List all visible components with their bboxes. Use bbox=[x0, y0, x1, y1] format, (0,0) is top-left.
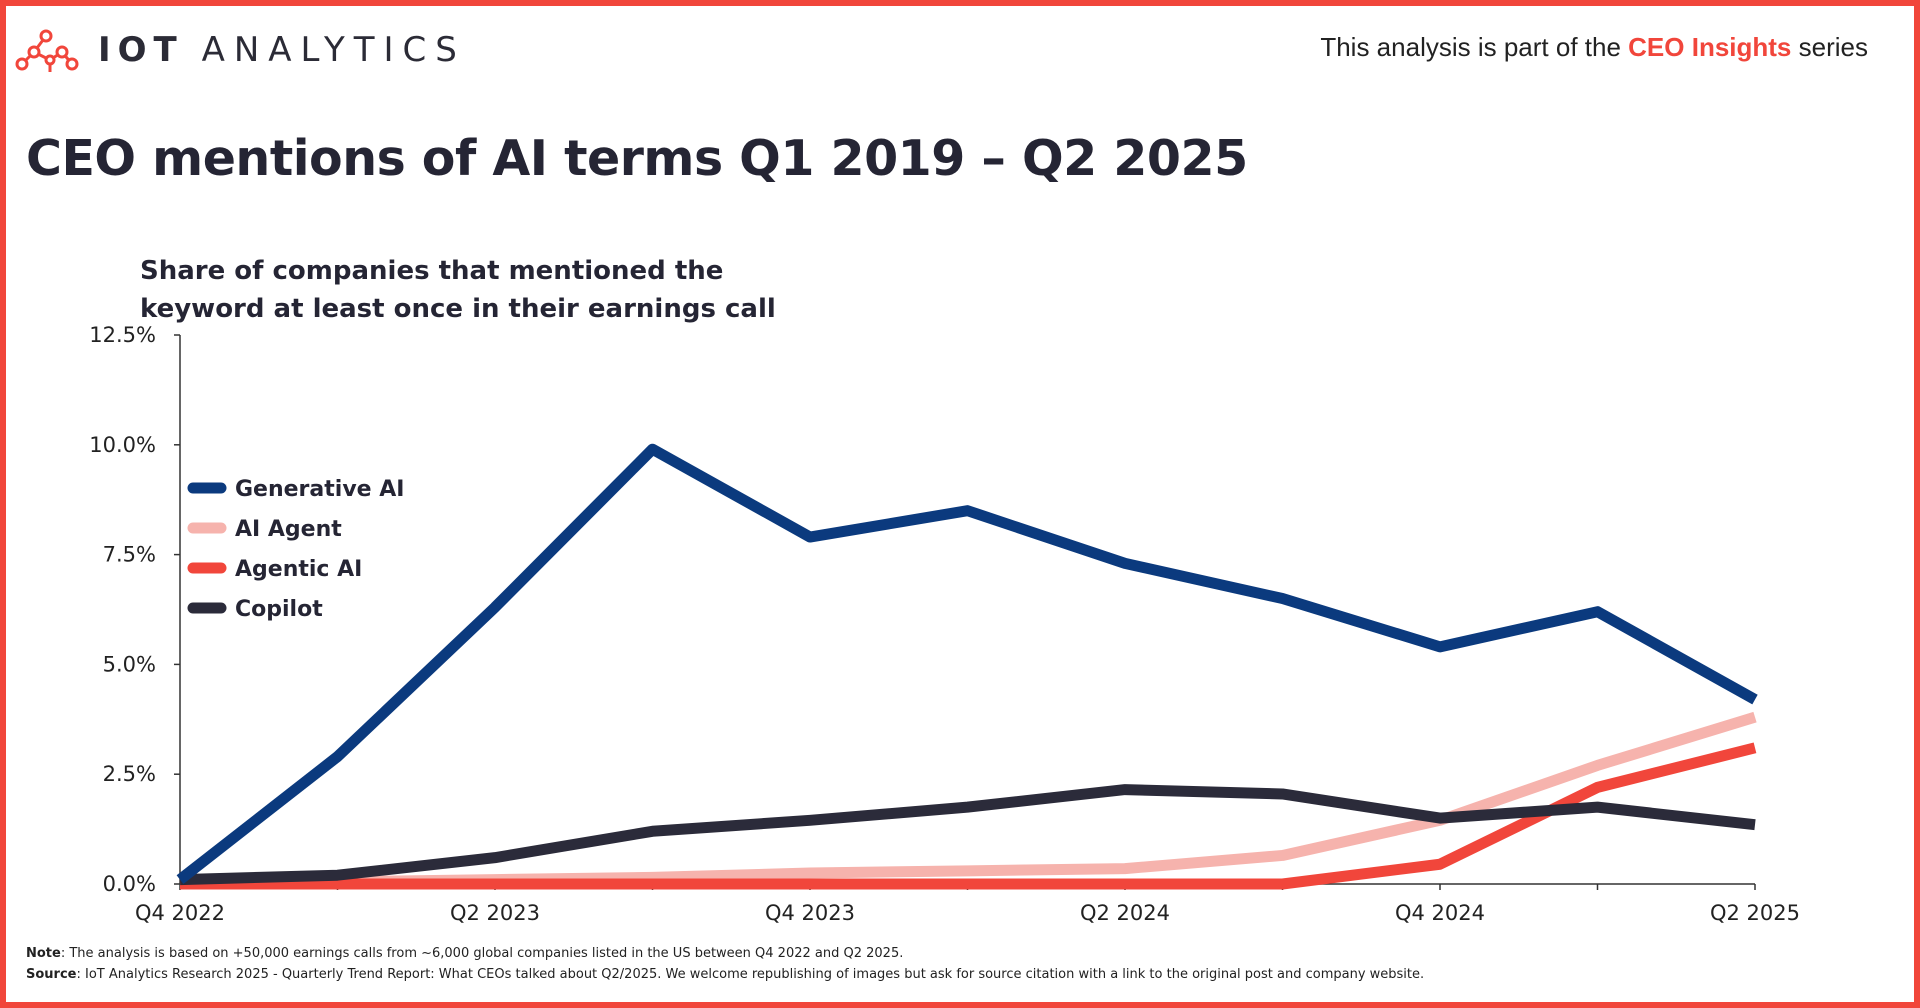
x-tick-label: Q2 2023 bbox=[450, 901, 540, 925]
legend-label: Copilot bbox=[235, 597, 323, 622]
source-text: : IoT Analytics Research 2025 - Quarterl… bbox=[76, 967, 1425, 982]
series-link[interactable]: CEO Insights bbox=[1628, 32, 1792, 62]
x-tick-label: Q2 2024 bbox=[1080, 901, 1170, 925]
legend-label: AI Agent bbox=[235, 517, 342, 542]
series-line-copilot bbox=[179, 784, 1756, 886]
series-line-ai-agent bbox=[179, 711, 1757, 890]
series-line-agentic-ai bbox=[180, 742, 1757, 890]
source-label: Source bbox=[26, 967, 77, 982]
footnote-note: Note: The analysis is based on +50,000 e… bbox=[26, 946, 903, 961]
note-label: Note bbox=[26, 946, 61, 961]
series-prefix: This analysis is part of the bbox=[1320, 32, 1621, 62]
series-note: This analysis is part of the CEO Insight… bbox=[1320, 32, 1868, 63]
subtitle-line-2: keyword at least once in their earnings … bbox=[140, 294, 776, 324]
legend-label: Generative AI bbox=[235, 477, 404, 502]
subtitle-line-1: Share of companies that mentioned the bbox=[140, 256, 724, 286]
chart-legend: Generative AI AI Agent Agentic AI Copilot bbox=[187, 477, 404, 622]
logo-wordmark: IOT ANALYTICS bbox=[98, 30, 466, 70]
chart-subtitle: Share of companies that mentioned the ke… bbox=[140, 252, 840, 328]
y-tick-label: 7.5% bbox=[103, 543, 156, 567]
chart-series bbox=[176, 443, 1758, 890]
note-text: : The analysis is based on +50,000 earni… bbox=[60, 946, 904, 961]
footnote-source: Source: IoT Analytics Research 2025 - Qu… bbox=[26, 967, 1424, 982]
network-logo-icon bbox=[15, 29, 79, 72]
x-tick-label: Q4 2022 bbox=[135, 901, 225, 925]
line-chart: 0.0% 2.5% 5.0% 7.5% 10.0% 12.5% Q4 2022 Q2 2023… bbox=[89, 323, 1800, 925]
y-tick-label: 5.0% bbox=[103, 652, 156, 676]
y-tick-label: 0.0% bbox=[103, 872, 156, 896]
logo-iot: IOT bbox=[98, 30, 184, 70]
legend-label: Agentic AI bbox=[235, 557, 362, 582]
page-title: CEO mentions of AI terms Q1 2019 – Q2 20… bbox=[26, 130, 1248, 187]
y-tick-label: 10.0% bbox=[89, 433, 156, 457]
logo-analytics: ANALYTICS bbox=[201, 30, 466, 70]
x-tick-label: Q2 2025 bbox=[1710, 901, 1800, 925]
brand-logo: IOT ANALYTICS bbox=[10, 22, 466, 78]
y-tick-label: 2.5% bbox=[103, 762, 156, 786]
y-tick-label: 12.5% bbox=[89, 323, 156, 347]
series-line-generative-ai bbox=[176, 443, 1758, 884]
x-tick-label: Q4 2023 bbox=[765, 901, 855, 925]
x-tick-label: Q4 2024 bbox=[1395, 901, 1485, 925]
series-suffix: series bbox=[1798, 32, 1868, 62]
